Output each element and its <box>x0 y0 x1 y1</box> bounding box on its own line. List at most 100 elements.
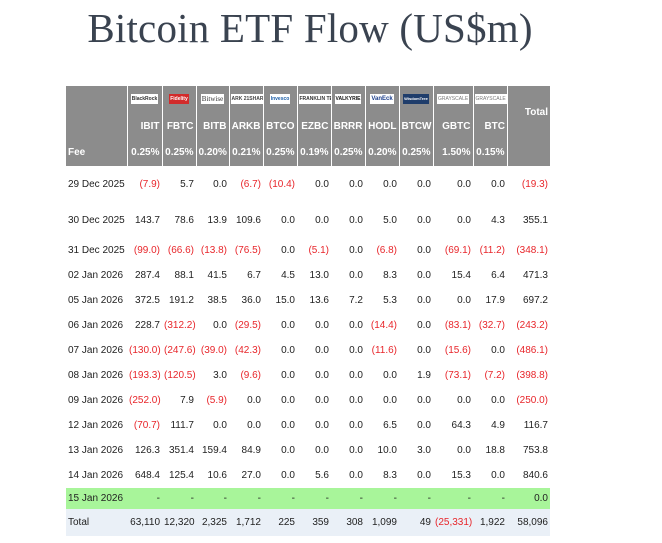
flow-value: 159.4 <box>196 438 229 463</box>
flow-value: (69.1) <box>433 238 473 263</box>
flow-value: - <box>162 488 196 509</box>
flow-value: (39.0) <box>196 338 229 363</box>
flow-value: 0.0 <box>433 202 473 238</box>
table-row: 15 Jan 2026- - - - - - - - - - -0.0 <box>66 488 550 509</box>
row-total: 355.1 <box>507 202 550 238</box>
flow-value: (10.4) <box>263 166 297 202</box>
ticker-header: IBIT <box>127 113 163 139</box>
flow-value: (15.6) <box>433 338 473 363</box>
flow-value: 0.0 <box>399 288 433 313</box>
flow-value: (193.3) <box>127 363 162 388</box>
fee-total-cell <box>507 139 550 166</box>
flow-value: 0.0 <box>263 388 297 413</box>
flow-value: 0.0 <box>229 413 263 438</box>
flow-value: 0.0 <box>331 438 365 463</box>
flow-value: - <box>229 488 263 509</box>
flow-value: 0.0 <box>297 438 331 463</box>
row-total: (250.0) <box>507 388 550 413</box>
ticker-header: BITB <box>196 113 230 139</box>
flow-value: 308 <box>331 509 365 536</box>
issuer-logo: GRAYSCALE <box>437 94 469 105</box>
flow-value: 13.6 <box>297 288 331 313</box>
fee-label: Fee <box>66 139 128 166</box>
row-total: 840.6 <box>507 463 550 488</box>
row-total: 471.3 <box>507 263 550 288</box>
row-total: 116.7 <box>507 413 550 438</box>
flow-value: (76.5) <box>229 238 263 263</box>
flow-value: - <box>433 488 473 509</box>
issuer-logo: WisdomTree <box>403 94 429 105</box>
issuer-logo-cell: FRANKLIN TEMPLETON <box>297 86 332 113</box>
flow-value: 10.6 <box>196 463 229 488</box>
flow-value: 0.0 <box>263 463 297 488</box>
flow-value: 6.7 <box>229 263 263 288</box>
flow-value: 0.0 <box>331 413 365 438</box>
row-total: (243.2) <box>507 313 550 338</box>
flow-value: (99.0) <box>127 238 162 263</box>
ticker-header: BRRR <box>331 113 366 139</box>
flow-value: 3.0 <box>399 438 433 463</box>
fee-value: 0.25% <box>162 139 197 166</box>
table-row: 14 Jan 2026 648.4 125.4 10.6 27.0 0.0 5.6 0.0 8.… <box>66 463 550 488</box>
fee-value: 0.15% <box>473 139 508 166</box>
flow-value: 0.0 <box>399 238 433 263</box>
ticker-header: BTC <box>473 113 507 139</box>
flow-value: 0.0 <box>473 388 507 413</box>
issuer-logo-cell: GRAYSCALE <box>433 86 474 113</box>
date-cell: 08 Jan 2026 <box>66 363 127 388</box>
issuer-logo: Invesco <box>269 94 291 105</box>
table-row: 12 Jan 2026 (70.7) 111.7 0.0 0.0 0.0 0.0 0.0 6.5… <box>66 413 550 438</box>
flow-value: 125.4 <box>162 463 196 488</box>
fee-value: 1.50% <box>433 139 474 166</box>
flow-value: 0.0 <box>365 363 399 388</box>
issuer-logo-cell: BlackRock <box>127 86 163 113</box>
issuer-logo-cell: Bitwise <box>196 86 230 113</box>
flow-value: 3.0 <box>196 363 229 388</box>
flow-value: 225 <box>263 509 297 536</box>
flow-value: 228.7 <box>127 313 162 338</box>
flow-value: 0.0 <box>433 288 473 313</box>
flow-value: 0.0 <box>473 166 507 202</box>
flow-value: 0.0 <box>196 166 229 202</box>
flow-value: (312.2) <box>162 313 196 338</box>
flow-value: 12,320 <box>162 509 196 536</box>
flow-value: 0.0 <box>399 263 433 288</box>
flow-value: 1,099 <box>365 509 399 536</box>
flow-value: 372.5 <box>127 288 162 313</box>
flow-value: (32.7) <box>473 313 507 338</box>
flow-value: 1,712 <box>229 509 263 536</box>
flow-value: 0.0 <box>331 388 365 413</box>
flow-value: 126.3 <box>127 438 162 463</box>
fee-value: 0.21% <box>229 139 264 166</box>
ticker-header: FBTC <box>162 113 197 139</box>
flow-value: 0.0 <box>263 338 297 363</box>
flow-value: 111.7 <box>162 413 196 438</box>
flow-value: 0.0 <box>297 338 331 363</box>
flow-value: 13.0 <box>297 263 331 288</box>
flow-value: 0.0 <box>331 463 365 488</box>
flow-value: - <box>473 488 507 509</box>
flow-value: (83.1) <box>433 313 473 338</box>
total-header: Total <box>507 86 550 139</box>
flow-value: 5.3 <box>365 288 399 313</box>
flow-value: 0.0 <box>331 313 365 338</box>
flow-value: 287.4 <box>127 263 162 288</box>
issuer-logo: ARK 21SHARES <box>230 94 262 105</box>
flow-value: - <box>399 488 433 509</box>
row-total: 697.2 <box>507 288 550 313</box>
ticker-header: EZBC <box>297 113 332 139</box>
flow-value: 0.0 <box>263 202 297 238</box>
date-cell: 09 Jan 2026 <box>66 388 127 413</box>
ticker-row-label <box>66 113 128 139</box>
flow-value: - <box>196 488 229 509</box>
flow-value: 0.0 <box>229 388 263 413</box>
flow-value: 0.0 <box>433 438 473 463</box>
flow-value: 0.0 <box>196 313 229 338</box>
flow-value: (130.0) <box>127 338 162 363</box>
flow-value: 18.8 <box>473 438 507 463</box>
etf-flow-table: BlackRock Fidelity Bitwise ARK 21SHARES Inve… <box>66 86 550 536</box>
date-cell: 07 Jan 2026 <box>66 338 127 363</box>
issuer-logo-cell: VALKYRIE <box>331 86 366 113</box>
flow-value: - <box>127 488 162 509</box>
flow-value: 2,325 <box>196 509 229 536</box>
